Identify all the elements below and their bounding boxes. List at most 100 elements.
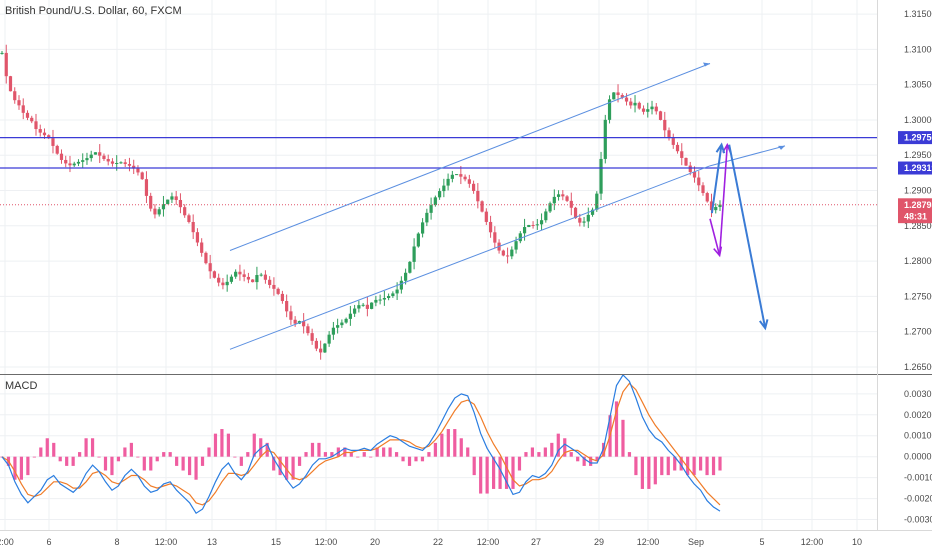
blue-arrow-down — [728, 144, 767, 329]
histogram-bar — [142, 456, 146, 471]
histogram-bar — [297, 456, 302, 466]
histogram-bar — [660, 456, 664, 476]
histogram-bar — [304, 452, 308, 457]
candle-body — [586, 214, 590, 222]
candle-body — [675, 144, 680, 152]
candle-body — [25, 112, 30, 118]
price-tick-label: 1.28000 — [904, 256, 932, 266]
macd-pane[interactable] — [0, 374, 722, 515]
candle-body — [408, 261, 412, 273]
histogram-bar — [123, 447, 127, 457]
candle-body — [599, 158, 603, 194]
histogram-bar — [78, 452, 82, 457]
candle-body — [616, 92, 620, 96]
histogram-bar — [640, 456, 644, 489]
histogram-bar — [634, 456, 638, 476]
candle-body — [378, 299, 382, 301]
histogram-bar — [175, 456, 179, 466]
candle-body — [340, 322, 344, 326]
candle-body — [310, 333, 314, 341]
candle-body — [348, 313, 352, 319]
histogram-bar — [382, 447, 386, 457]
histogram-bar — [239, 456, 243, 466]
price-tick-label: 1.31000 — [904, 44, 932, 54]
histogram-bar — [498, 456, 502, 489]
candle-body — [633, 102, 637, 106]
histogram-bar — [317, 442, 321, 457]
candle-body — [344, 318, 348, 323]
candle-body — [89, 154, 93, 159]
histogram-bar — [39, 447, 43, 457]
histogram-bar — [459, 438, 463, 457]
candle-body — [306, 326, 310, 334]
candle-body — [251, 279, 255, 283]
blue-arrow-up — [710, 144, 723, 214]
histogram-bar — [440, 433, 444, 457]
candle-body — [374, 299, 378, 303]
histogram-bar — [692, 456, 696, 476]
histogram-bar — [627, 452, 632, 457]
candle-body — [119, 162, 123, 164]
candle-body — [395, 289, 399, 294]
time-axis-label: 22 — [433, 537, 443, 547]
candle-body — [229, 276, 234, 282]
histogram-bar — [58, 456, 62, 462]
histogram-bar — [388, 447, 392, 457]
histogram-bar — [252, 433, 256, 457]
price-tick-label: 1.28500 — [904, 221, 932, 231]
macd-tick-label: 0.0020 — [904, 410, 932, 420]
candle-body — [620, 95, 624, 98]
histogram-bar — [116, 456, 121, 462]
candle-body — [195, 232, 200, 243]
time-axis-label: 27 — [531, 537, 541, 547]
price-tick-label: 1.29000 — [904, 186, 932, 196]
candle-body — [399, 280, 403, 290]
price-tick-label: 1.30000 — [904, 115, 932, 125]
candle-body — [280, 293, 285, 302]
candle-body — [463, 176, 467, 180]
candle-body — [72, 163, 76, 166]
price-tick-label: 1.31500 — [904, 9, 932, 19]
candle-body — [132, 165, 136, 169]
histogram-bar — [433, 442, 437, 457]
candle-body — [612, 92, 616, 100]
drawings[interactable] — [0, 62, 877, 350]
candle-body — [573, 207, 578, 219]
histogram-bar — [679, 456, 683, 471]
histogram-bar — [369, 456, 373, 458]
candle-body — [416, 233, 420, 247]
channel-lower-line — [229, 165, 711, 350]
time-axis-label: 12:00 — [801, 537, 824, 547]
price-tick-label: 1.27500 — [904, 291, 932, 301]
candle-body — [701, 185, 705, 194]
candle-body — [361, 304, 365, 306]
candle-body — [505, 255, 510, 257]
candle-body — [556, 194, 561, 197]
time-axis-label: 12:00 — [477, 537, 500, 547]
candle-body — [552, 196, 556, 204]
candle-body — [246, 276, 251, 280]
histogram-bar — [65, 456, 69, 466]
candle-body — [522, 227, 527, 234]
histogram-bar — [220, 429, 224, 457]
histogram-bar — [330, 452, 334, 457]
histogram-bar — [162, 452, 166, 457]
candle-body — [327, 334, 331, 344]
histogram-bar — [323, 452, 328, 457]
price-pane[interactable] — [0, 44, 722, 360]
candle-body — [64, 159, 68, 164]
candle-body — [467, 179, 471, 184]
blue-arrow-down-head — [758, 319, 769, 331]
macd-tick-label: -0.0010 — [904, 473, 932, 483]
candle-body — [98, 152, 102, 156]
histogram-bar — [666, 456, 670, 476]
candle-body — [81, 160, 85, 162]
candle-body — [85, 158, 89, 161]
candle-body — [272, 284, 276, 289]
price-tick-label: 1.27000 — [904, 327, 932, 337]
histogram-bar — [394, 452, 399, 457]
candle-body — [446, 178, 450, 186]
